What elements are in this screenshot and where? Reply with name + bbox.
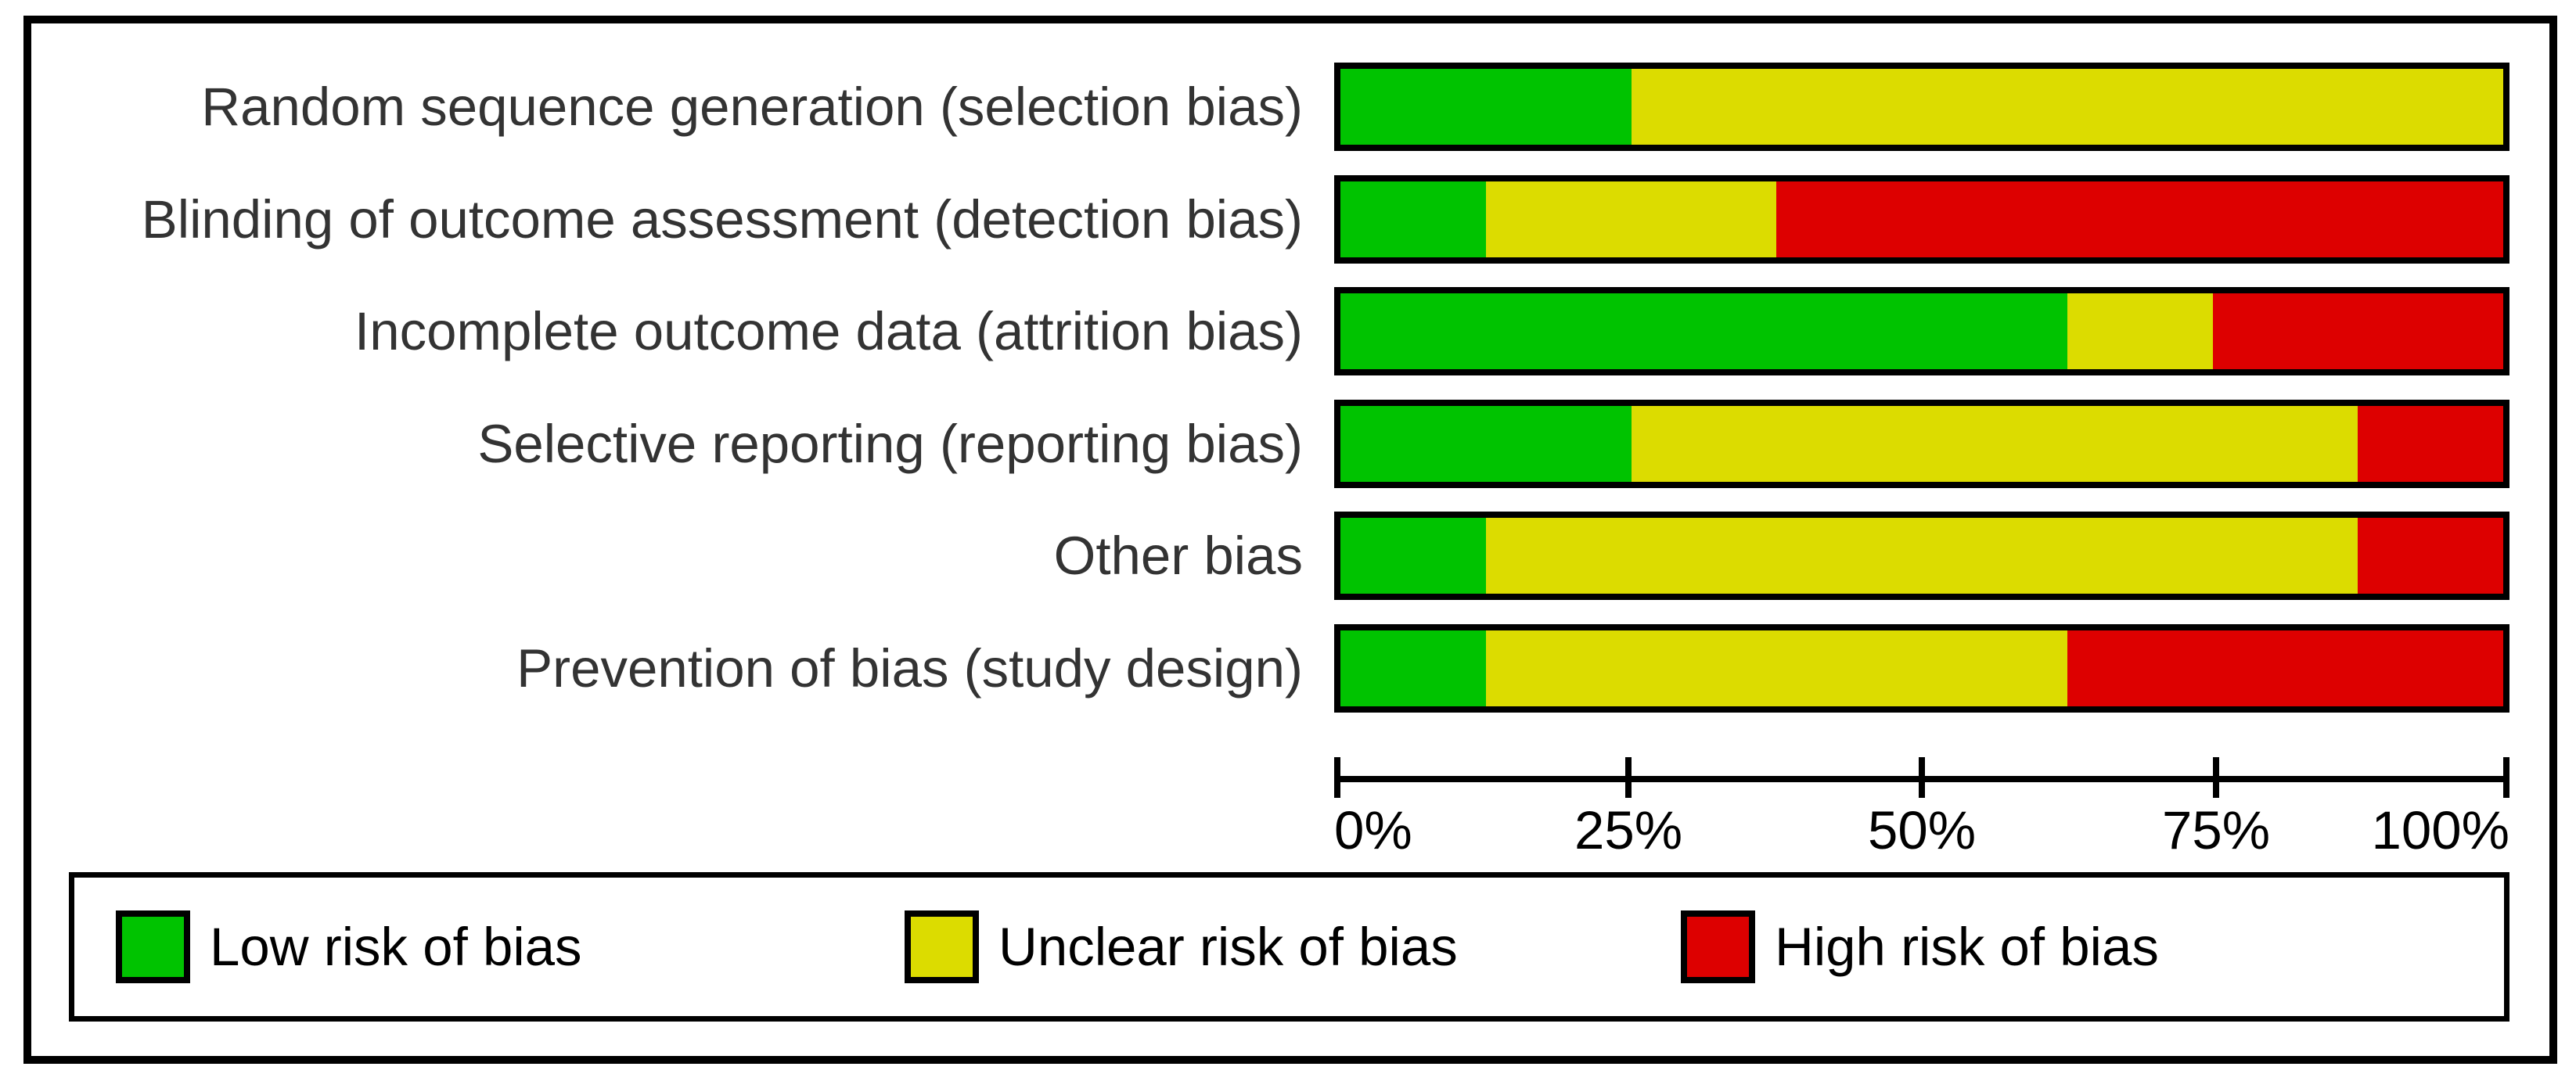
bar-segment [1340, 181, 1486, 257]
axis-tick-label: 100% [2371, 800, 2509, 860]
stacked-bar [1334, 175, 2509, 264]
row-label: Incomplete outcome data (attrition bias) [354, 301, 1303, 361]
stacked-bar [1334, 287, 2509, 375]
bar-segment [1485, 630, 2067, 706]
row-label: Prevention of bias (study design) [516, 638, 1303, 699]
row-label: Selective reporting (reporting bias) [477, 414, 1303, 474]
bar-segment [1485, 518, 2358, 594]
bar-segment [1485, 181, 1777, 257]
bar-segment [2212, 293, 2503, 369]
legend-item: Unclear risk of bias [905, 878, 1458, 1016]
bar-segment [1340, 518, 1486, 594]
axis-tick [2503, 757, 2509, 798]
row-label: Random sequence generation (selection bi… [201, 77, 1303, 137]
bar-segment [2067, 293, 2213, 369]
bar-segment [1631, 69, 2503, 145]
bar-segment [1776, 181, 2503, 257]
axis-tick [1919, 757, 1925, 798]
legend-swatch [905, 910, 979, 983]
bar-segment [1340, 630, 1486, 706]
legend-label: Low risk of bias [210, 917, 582, 977]
legend-label: Unclear risk of bias [998, 917, 1458, 977]
row-label: Other bias [1053, 526, 1303, 586]
bar-segment [2067, 630, 2503, 706]
axis-tick-label: 0% [1334, 800, 1412, 860]
legend-swatch [116, 910, 190, 983]
legend: Low risk of bias Unclear risk of bias High… [69, 872, 2509, 1022]
stacked-bar [1334, 512, 2509, 600]
axis-tick-label: 50% [1867, 800, 1977, 860]
axis-tick [2213, 757, 2219, 798]
axis-tick-label: 75% [2161, 800, 2271, 860]
legend-item: High risk of bias [1681, 878, 2159, 1016]
bar-segment [1340, 406, 1632, 482]
stacked-bar [1334, 400, 2509, 488]
legend-label: High risk of bias [1775, 917, 2159, 977]
legend-item: Low risk of bias [116, 878, 582, 1016]
row-label: Blinding of outcome assessment (detectio… [141, 189, 1303, 250]
bar-segment [1340, 69, 1632, 145]
bar-segment [2358, 406, 2503, 482]
stacked-bar [1334, 624, 2509, 713]
stacked-bar [1334, 63, 2509, 151]
axis-tick [1334, 757, 1340, 798]
axis-tick-label: 25% [1574, 800, 1683, 860]
bar-segment [1340, 293, 2067, 369]
bar-segment [2358, 518, 2503, 594]
axis-tick [1625, 757, 1632, 798]
bar-segment [1631, 406, 2358, 482]
legend-swatch [1681, 910, 1755, 983]
